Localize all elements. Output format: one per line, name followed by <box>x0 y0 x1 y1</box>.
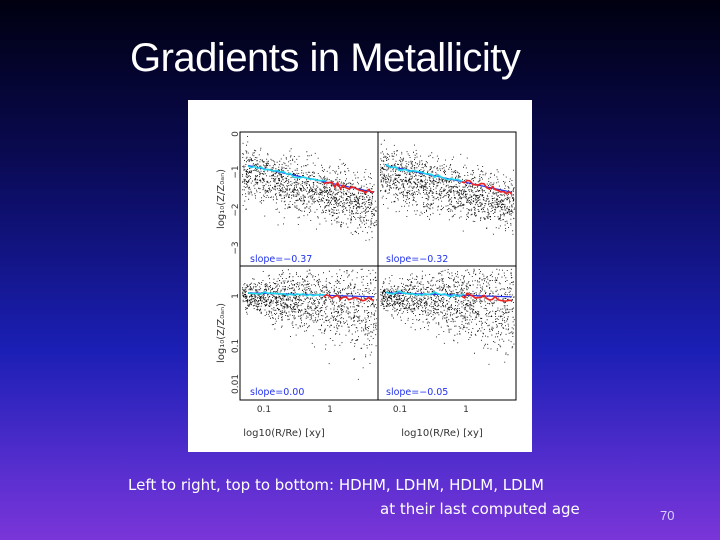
red-profile-1 <box>323 180 375 195</box>
ytick-bottom-2: 0.01 <box>231 374 241 394</box>
panel-frame-2 <box>377 131 517 267</box>
ytick-top-3: −3 <box>231 241 241 254</box>
slide-title: Gradients in Metallicity <box>130 36 521 80</box>
ytick-top-2: −2 <box>231 203 241 216</box>
xtick-left-1: 1 <box>327 405 333 415</box>
panel-1-slope: slope=−0.37 <box>250 254 312 265</box>
xtick-right-0: 0.1 <box>393 405 407 415</box>
figure-plot: slope=−0.37 slope=−0.32 slope=0.00 slope… <box>216 131 517 439</box>
red-profile-3 <box>323 293 375 302</box>
panel-4-slope: slope=−0.05 <box>386 387 448 398</box>
red-profile-4 <box>461 292 513 302</box>
ytick-top-0: 0 <box>231 131 241 137</box>
xlabel-right: log10(R/Re) [xy] <box>401 428 483 439</box>
xlabel-left: log10(R/Re) [xy] <box>243 428 325 439</box>
cyan-profile-1 <box>247 165 327 182</box>
red-profile-2 <box>461 179 513 196</box>
cyan-profile-3 <box>247 291 327 297</box>
cyan-profile-2 <box>385 163 465 183</box>
slide-number: 70 <box>660 508 675 523</box>
caption-line-1: Left to right, top to bottom: HDHM, LDHM… <box>128 476 544 494</box>
xtick-right-1: 1 <box>463 405 469 415</box>
metallicity-figure: slope=−0.37 slope=−0.32 slope=0.00 slope… <box>188 100 532 452</box>
xtick-left-0: 0.1 <box>257 405 271 415</box>
ytick-top-1: −1 <box>231 165 241 178</box>
ytick-bottom-0: 1 <box>231 293 241 299</box>
ylabel-bottom: log₁₀(Z/Z₀ₐₙ) <box>216 303 227 363</box>
panel-frame-4 <box>377 265 517 401</box>
cyan-profile-4 <box>385 290 465 298</box>
panel-2-slope: slope=−0.32 <box>386 254 448 265</box>
ylabel-top: log₁₀(Z/Z₀ₐₙ) <box>216 169 227 229</box>
panel-3-slope: slope=0.00 <box>250 387 304 398</box>
gradient-lines <box>247 163 513 302</box>
ytick-bottom-1: 0.1 <box>231 339 241 353</box>
slide-caption: Left to right, top to bottom: HDHM, LDHM… <box>128 473 580 521</box>
caption-line-2: at their last computed age <box>380 500 580 518</box>
